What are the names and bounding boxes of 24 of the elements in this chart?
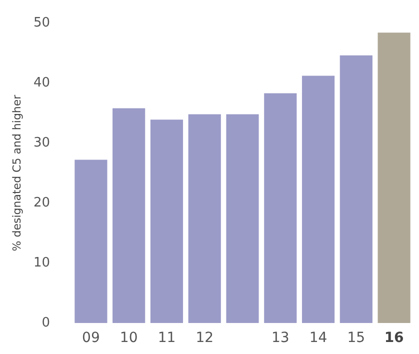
y-tick-label: 0 (42, 316, 50, 330)
x-tick-label: 11 (158, 330, 176, 346)
x-tick-label: 09 (82, 330, 100, 346)
bar (302, 76, 335, 323)
bar (112, 108, 146, 323)
y-tick-label: 40 (33, 76, 50, 90)
y-axis-title: % designated C5 and higher (10, 94, 24, 252)
bar (264, 93, 297, 323)
y-tick-label: 30 (33, 136, 50, 150)
bar (340, 55, 372, 323)
x-tick-label: 14 (309, 330, 328, 346)
bar (150, 120, 184, 323)
y-tick-label: 20 (33, 196, 50, 210)
x-tick-label: 13 (271, 330, 290, 346)
bar (226, 114, 259, 323)
y-tick-label: 50 (33, 16, 50, 30)
x-tick-label: 15 (347, 330, 366, 346)
bar (74, 160, 108, 323)
y-tick-label: 10 (33, 256, 50, 270)
x-tick-label: 12 (196, 330, 214, 346)
bar (188, 114, 221, 323)
x-tick-label: 10 (120, 330, 138, 346)
x-tick-label: 16 (384, 330, 404, 346)
bar (378, 32, 410, 323)
